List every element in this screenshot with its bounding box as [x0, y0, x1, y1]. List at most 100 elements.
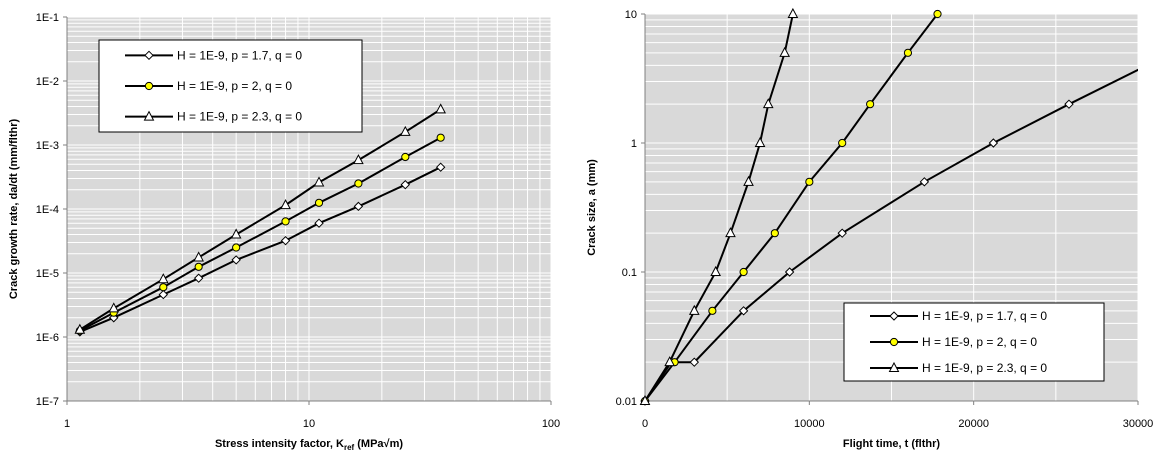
data-point	[353, 201, 364, 212]
data-point	[281, 217, 290, 226]
legend: H = 1E-9, p = 1.7, q = 0 H = 1E-9, p = 2,…	[843, 302, 1105, 382]
data-point	[725, 227, 736, 238]
x-tick-label: 0	[642, 418, 648, 430]
data-point	[354, 179, 363, 188]
data-point	[754, 136, 766, 147]
x-tick-label: 30000	[1123, 418, 1154, 430]
data-point	[231, 255, 241, 265]
x-tick-label: 1	[64, 418, 70, 430]
series-line	[645, 14, 794, 401]
legend-marker	[889, 311, 899, 321]
legend-marker	[143, 110, 155, 121]
data-point	[313, 176, 325, 187]
y-tick-label: 1E-7	[36, 396, 59, 408]
chart-crack-size: 0.01 0.1 1 10 0 10000 20000 30000 Crack size, a …	[586, 7, 1154, 450]
y-tick-label: 10	[625, 9, 637, 21]
series-lines	[645, 14, 1138, 401]
data-point	[159, 283, 168, 292]
data-point	[988, 138, 999, 148]
series-line	[79, 108, 442, 331]
data-point	[436, 133, 445, 142]
data-point	[919, 177, 930, 187]
data-point	[770, 229, 779, 238]
data-point	[435, 103, 446, 114]
y-tick-label: 0.1	[622, 267, 637, 279]
data-point	[903, 48, 913, 57]
data-point	[866, 100, 875, 109]
x-tick-label: 20000	[958, 418, 989, 430]
data-point	[708, 306, 717, 315]
data-point	[1064, 99, 1074, 109]
data-point	[400, 179, 411, 190]
legend-marker	[144, 50, 154, 61]
data-point	[639, 394, 651, 405]
series-line	[79, 166, 442, 333]
data-point	[435, 162, 446, 172]
data-point	[743, 175, 754, 186]
x-axis-title-main: Stress intensity factor, K	[215, 438, 344, 450]
data-point	[664, 356, 675, 367]
data-point	[230, 228, 242, 239]
y-tick-label: 1E-5	[36, 268, 59, 280]
x-axis-title: Stress intensity factor, Kref (MPa√m)	[215, 438, 403, 452]
legend-marker	[889, 337, 899, 347]
chart-crack-growth-rate: 1E-7 1E-6 1E-5 1E-4 1E-3 1E-2 1E-1 1 10 100 Crack …	[8, 12, 560, 452]
legend-label: H = 1E-9, p = 1.7, q = 0	[177, 48, 302, 62]
grid	[645, 13, 1139, 401]
data-point	[689, 357, 700, 367]
series-line	[645, 14, 939, 401]
series-lines	[79, 108, 442, 333]
y-tick-label: 1E-2	[36, 76, 59, 88]
data-point	[762, 98, 774, 109]
x-tick-label: 10	[303, 418, 315, 430]
legend-label: H = 1E-9, p = 2.3, q = 0	[177, 110, 302, 124]
legend-label: H = 1E-9, p = 2, q = 0	[922, 335, 1037, 349]
legend-label: H = 1E-9, p = 1.7, q = 0	[922, 309, 1047, 323]
legend-marker	[888, 361, 900, 372]
y-tick-label: 1	[631, 138, 637, 150]
data-point	[399, 125, 411, 136]
data-point	[314, 198, 324, 207]
data-point	[805, 177, 814, 186]
series-line	[79, 136, 442, 332]
data-point	[779, 46, 791, 57]
data-point	[933, 9, 942, 19]
data-point	[738, 306, 749, 316]
y-tick-label: 1E-3	[36, 140, 59, 152]
data-point	[280, 199, 291, 210]
y-tick-label: 0.01	[616, 396, 637, 408]
x-axis-title-unit: (MPa√m)	[354, 438, 403, 450]
data-point	[710, 265, 721, 276]
data-point	[280, 235, 291, 246]
y-tick-label: 1E-4	[36, 204, 59, 216]
data-point	[837, 228, 847, 238]
x-axis-title-subscript: ref	[344, 443, 355, 452]
data-point	[401, 152, 410, 162]
x-axis-title: Flight time, t (flthr)	[843, 438, 940, 450]
legend: H = 1E-9, p = 1.7, q = 0 H = 1E-9, p = 2,…	[98, 39, 363, 133]
data-point	[353, 154, 364, 165]
data-point	[108, 302, 120, 313]
y-tick-label: 1E-1	[36, 12, 59, 24]
x-tick-label: 10000	[794, 418, 825, 430]
data-point	[74, 323, 86, 334]
legend-marker	[144, 81, 154, 91]
data-point	[157, 273, 169, 284]
x-tick-label: 100	[542, 418, 560, 430]
data-point	[314, 218, 324, 228]
data-point	[194, 262, 203, 271]
data-point	[787, 7, 799, 18]
data-point	[158, 289, 169, 300]
data-point	[838, 138, 847, 148]
y-axis-title: Crack size, a (mm)	[586, 159, 598, 256]
legend-label: H = 1E-9, p = 2.3, q = 0	[922, 361, 1047, 375]
series-line	[645, 68, 1138, 401]
legend-label: H = 1E-9, p = 2, q = 0	[177, 79, 292, 93]
data-point	[688, 304, 700, 315]
y-tick-label: 1E-6	[36, 332, 59, 344]
data-point	[784, 267, 795, 277]
data-point	[193, 251, 204, 262]
data-point	[193, 273, 204, 283]
data-point	[739, 267, 748, 277]
